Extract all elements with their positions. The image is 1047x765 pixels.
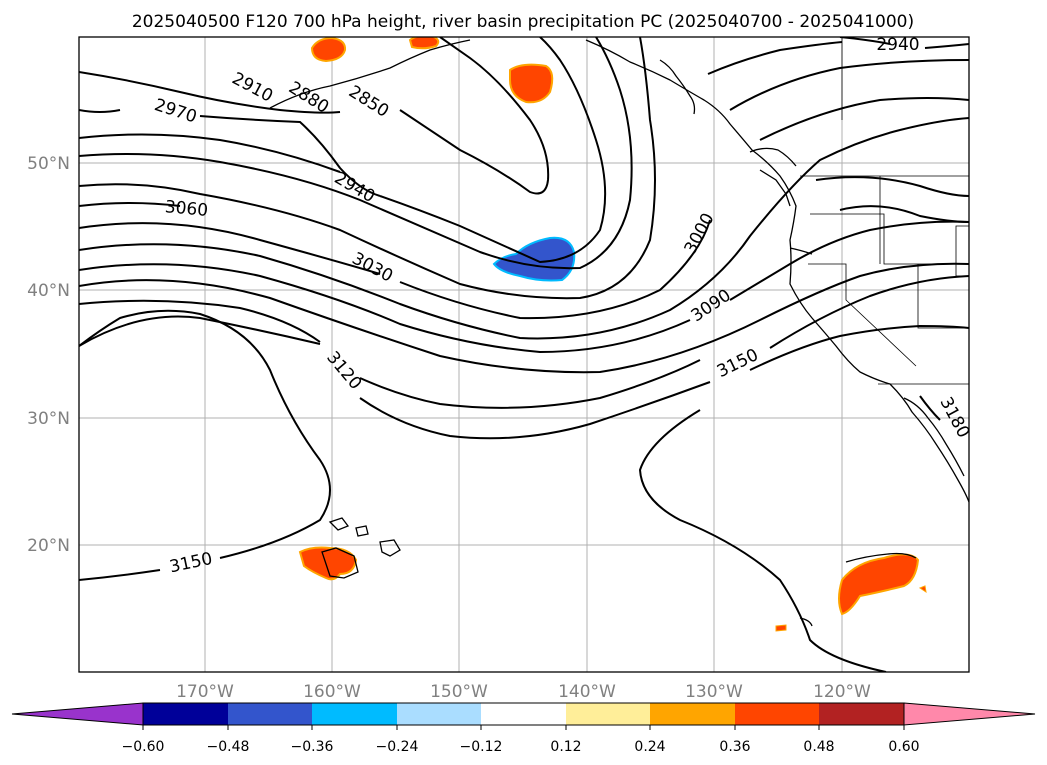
colorbar-max-extend — [903, 702, 1036, 726]
colorbar-tick-label: −0.36 — [291, 739, 334, 755]
lon-tick-label: 140°W — [558, 682, 616, 702]
height-contours — [79, 37, 969, 672]
anomaly-alaska-west — [310, 37, 347, 63]
colorbar-tick-label: 0.12 — [550, 739, 581, 755]
contour-label: 2910 — [229, 69, 277, 107]
colorbar-bin — [481, 703, 566, 725]
colorbar-bin — [566, 703, 650, 725]
colorbar: −0.60 −0.48 −0.36 −0.24 −0.12 0.12 0.24 … — [11, 702, 1036, 755]
contour-label: 3030 — [349, 249, 397, 287]
lat-tick-label: 50°N — [27, 154, 70, 174]
coastlines — [269, 39, 969, 627]
lat-tick-label: 20°N — [27, 536, 70, 556]
precip-anomaly-shading — [298, 37, 927, 632]
contour-label: 3150 — [714, 345, 762, 382]
anomaly-mexico-small — [775, 624, 787, 632]
lon-tick-label: 150°W — [430, 682, 488, 702]
contour-labels: 2940 2910 2880 2850 2970 2940 3060 3000 … — [152, 35, 969, 578]
contour-label: 3120 — [322, 348, 365, 394]
colorbar-tick-label: −0.24 — [376, 739, 419, 755]
colorbar-bin — [397, 703, 481, 725]
colorbar-min-extend — [11, 702, 144, 726]
anomaly-mexico — [838, 553, 920, 616]
lat-tick-label: 40°N — [27, 281, 70, 301]
colorbar-bin — [650, 703, 735, 725]
latitude-tick-labels: 50°N 40°N 30°N 20°N — [27, 154, 70, 556]
anomaly-alaska-east — [408, 37, 440, 50]
colorbar-tick-label: 0.48 — [803, 739, 834, 755]
anomaly-hawaii — [298, 546, 358, 581]
contour-label: 3150 — [168, 549, 214, 578]
colorbar-tick-label: −0.12 — [460, 739, 503, 755]
lon-tick-label: 130°W — [685, 682, 743, 702]
map-frame — [78, 36, 970, 673]
colorbar-tick-label: 0.36 — [719, 739, 750, 755]
contour-label: 2970 — [152, 95, 199, 127]
anomaly-gulf-alaska — [509, 63, 554, 104]
contour-label: 3060 — [164, 197, 209, 221]
colorbar-tick-label: −0.48 — [207, 739, 250, 755]
lon-tick-label: 160°W — [303, 682, 361, 702]
colorbar-bin — [228, 703, 312, 725]
colorbar-bin — [735, 703, 819, 725]
colorbar-bin — [143, 703, 228, 725]
political-borders — [800, 37, 969, 385]
colorbar-bin — [312, 703, 397, 725]
colorbar-bin — [819, 703, 904, 725]
longitude-tick-labels: 170°W 160°W 150°W 140°W 130°W 120°W — [176, 682, 871, 702]
lat-tick-label: 30°N — [27, 409, 70, 429]
map-area: 2940 2910 2880 2850 2970 2940 3060 3000 … — [79, 35, 969, 672]
colorbar-tick-label: −0.60 — [122, 739, 165, 755]
colorbar-tick-label: 0.24 — [634, 739, 665, 755]
lon-tick-label: 170°W — [176, 682, 234, 702]
anomaly-mexico-dot — [918, 585, 927, 594]
contour-label: 3000 — [681, 210, 719, 258]
contour-label: 3090 — [688, 285, 735, 326]
colorbar-tick-label: 0.60 — [888, 739, 919, 755]
figure-title: 2025040500 F120 700 hPa height, river ba… — [132, 12, 914, 32]
graticule — [79, 37, 969, 672]
contour-label: 2850 — [345, 82, 392, 122]
lon-tick-label: 120°W — [813, 682, 871, 702]
contour-label: 2940 — [331, 168, 378, 207]
contour-label: 2940 — [876, 35, 919, 55]
